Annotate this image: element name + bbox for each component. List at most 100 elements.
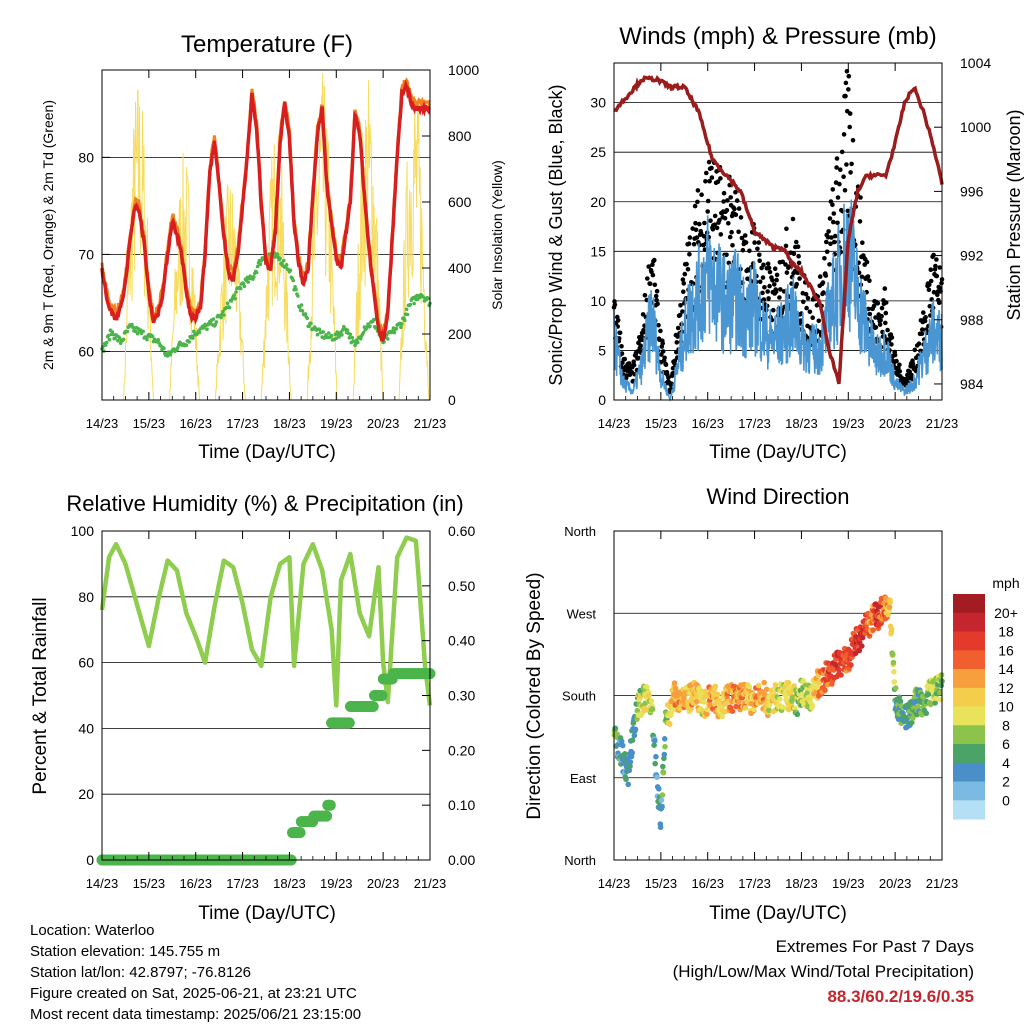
gust-point xyxy=(752,240,757,245)
dewpoint-point xyxy=(254,270,259,275)
direction-point xyxy=(923,710,930,717)
direction-point xyxy=(859,643,865,649)
gust-point xyxy=(686,241,692,246)
direction-tick-label: South xyxy=(562,689,596,704)
dewpoint-point xyxy=(211,317,216,321)
direction-point xyxy=(634,707,641,714)
direction-point xyxy=(848,662,854,668)
dewpoint-point xyxy=(317,327,322,332)
gust-point xyxy=(681,281,687,286)
gust-point xyxy=(842,188,848,193)
gust-point xyxy=(767,283,772,289)
x-tick-label: 20/23 xyxy=(367,416,400,431)
gust-point xyxy=(652,257,657,263)
dewpoint-point xyxy=(300,309,305,313)
precip-point xyxy=(367,701,379,712)
dewpoint-point xyxy=(106,333,111,338)
direction-point xyxy=(761,679,767,686)
direction-point xyxy=(614,731,621,738)
gust-point xyxy=(830,202,835,208)
y2-tick-label: 600 xyxy=(448,194,472,210)
gust-point xyxy=(937,265,942,270)
direction-point xyxy=(644,684,650,690)
direction-point xyxy=(809,702,816,708)
gust-point xyxy=(879,305,885,311)
legend-swatch xyxy=(953,744,985,764)
gust-point xyxy=(757,252,762,258)
gust-point xyxy=(933,263,938,269)
legend-swatch xyxy=(953,762,985,783)
gust-point xyxy=(691,241,697,247)
direction-point xyxy=(658,797,665,803)
y-tick-label: 0 xyxy=(86,852,94,868)
gust-point xyxy=(721,190,727,196)
gust-point xyxy=(709,175,715,180)
dewpoint-point xyxy=(121,337,126,342)
direction-point xyxy=(659,803,665,810)
direction-point xyxy=(652,737,658,744)
gust-point xyxy=(878,317,883,323)
gust-point xyxy=(702,220,707,226)
gust-point xyxy=(797,276,802,281)
gust-point xyxy=(928,278,934,284)
dewpoint-point xyxy=(111,332,115,337)
y2-tick-label: 0.50 xyxy=(448,578,475,594)
gust-point xyxy=(695,188,701,193)
dewpoint-point xyxy=(288,268,293,273)
gust-point xyxy=(756,240,762,245)
dewpoint-point xyxy=(278,256,282,261)
gust-point xyxy=(784,226,789,232)
direction-point xyxy=(627,759,634,765)
direction-point xyxy=(915,704,921,710)
gust-point xyxy=(742,233,748,238)
x-tick-label: 19/23 xyxy=(832,876,865,891)
direction-point xyxy=(656,786,662,792)
direction-point xyxy=(693,698,700,705)
gust-point xyxy=(767,269,773,275)
dewpoint-point xyxy=(104,340,109,345)
y-tick-label: 70 xyxy=(78,246,94,262)
gust-point xyxy=(740,247,746,253)
gust-point xyxy=(910,361,916,367)
direction-point xyxy=(777,696,783,702)
gust-point xyxy=(684,261,689,267)
direction-point xyxy=(704,711,710,717)
gust-point xyxy=(859,274,865,280)
y2-tick-label: 0 xyxy=(448,392,456,408)
gust-point xyxy=(834,165,839,170)
legend-swatch xyxy=(953,781,985,801)
gust-point xyxy=(765,289,770,294)
y2-tick-label: 0.30 xyxy=(448,688,475,704)
winds-title: Winds (mph) & Pressure (mb) xyxy=(619,23,936,50)
direction-point xyxy=(909,719,915,726)
gust-point xyxy=(736,206,742,211)
gust-point xyxy=(867,278,872,284)
dewpoint-point xyxy=(225,301,230,306)
legend-label: 2 xyxy=(1002,774,1010,790)
x-tick-label: 14/23 xyxy=(86,876,119,891)
gust-point xyxy=(934,273,940,279)
gust-point xyxy=(777,295,782,300)
direction-point xyxy=(632,726,639,733)
gust-point xyxy=(707,178,712,184)
direction-point xyxy=(938,682,945,689)
y-tick-label: 20 xyxy=(78,786,94,802)
gust-point xyxy=(693,220,698,226)
x-tick-label: 19/23 xyxy=(320,876,353,891)
gust-point xyxy=(921,310,926,315)
dewpoint-point xyxy=(305,316,310,321)
legend-label: 14 xyxy=(998,661,1014,677)
gust-point xyxy=(783,243,789,249)
y-tick-label: 30 xyxy=(590,95,606,111)
legend-label: 20+ xyxy=(994,605,1018,621)
temp-2m-line xyxy=(100,79,431,342)
gust-point xyxy=(656,322,661,328)
y2-tick-label: 984 xyxy=(960,376,984,392)
dewpoint-point xyxy=(191,336,195,340)
gust-point xyxy=(796,260,802,266)
dewpoint-point xyxy=(299,303,304,307)
direction-point xyxy=(832,661,839,668)
dewpoint-point xyxy=(334,336,339,341)
direction-point xyxy=(627,763,633,769)
gust-point xyxy=(638,343,643,349)
